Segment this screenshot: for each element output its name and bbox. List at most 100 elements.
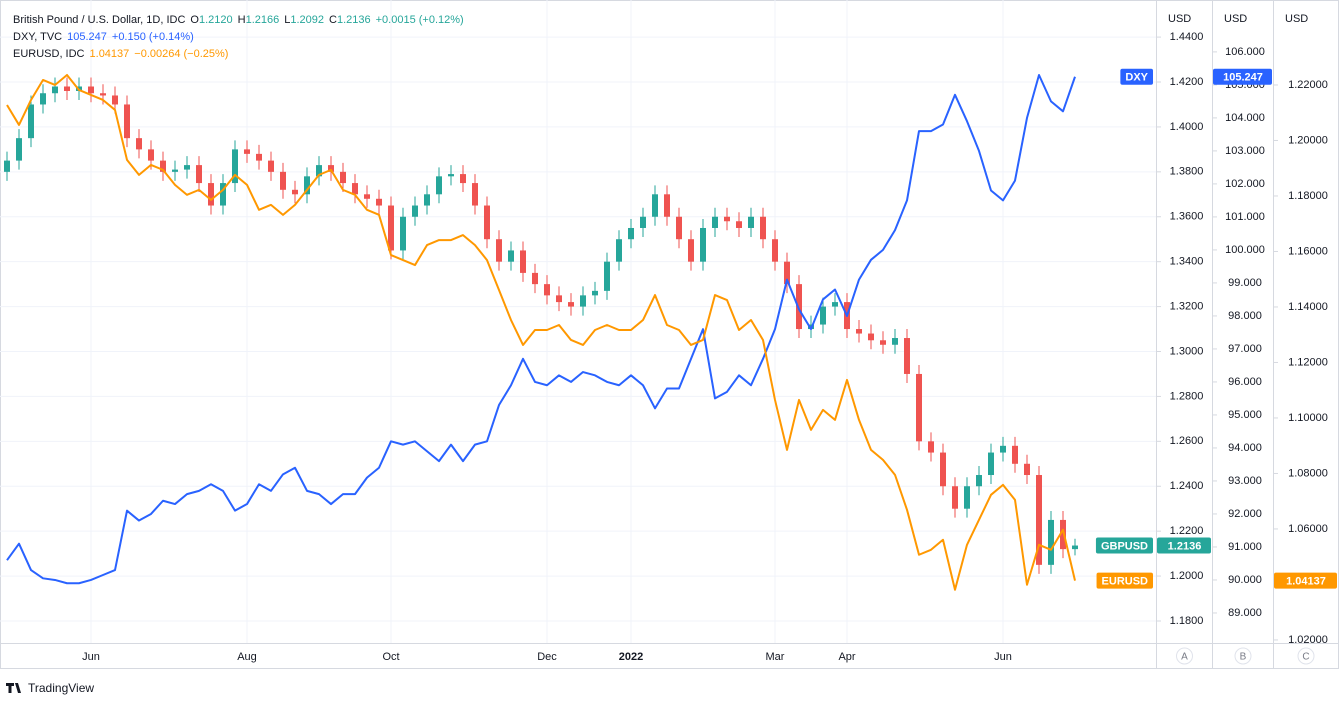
candle-body: [520, 250, 526, 273]
legend-text: C: [329, 14, 337, 26]
candle-body: [676, 216, 682, 240]
candle-body: [928, 441, 934, 453]
candle-body: [868, 333, 874, 341]
axis-name-badge: [1297, 647, 1315, 665]
candle-body: [292, 189, 298, 195]
legend-text: British Pound / U.S. Dollar, 1D, IDC: [13, 14, 185, 26]
candle-body: [1024, 463, 1030, 476]
y-tick-label: 1.20000: [1288, 134, 1328, 146]
name-tag-box: [1120, 68, 1153, 85]
x-tick-label: Dec: [537, 651, 557, 663]
candle-body: [40, 93, 46, 105]
legend-text: 105.247: [67, 31, 107, 43]
y-tick-label: 1.2800: [1170, 390, 1204, 402]
candle-body: [256, 153, 262, 161]
name-tag: EURUSD: [1102, 576, 1149, 588]
legend: British Pound / U.S. Dollar, 1D, IDC O1.2…: [13, 14, 464, 60]
y-tick-label: 1.2200: [1170, 525, 1204, 537]
candle-body: [412, 205, 418, 217]
candle-body: [460, 174, 466, 184]
y-tick-label: 95.000: [1228, 409, 1262, 421]
candle-body: [1048, 519, 1054, 565]
candle-body: [604, 261, 610, 291]
candle-body: [616, 239, 622, 262]
name-tag: DXY: [1125, 72, 1148, 84]
legend-text: DXY, TVC: [13, 31, 62, 43]
y-tick-label: 99.000: [1228, 277, 1262, 289]
candle-body: [316, 165, 322, 177]
x-tick-label: Mar: [766, 651, 785, 663]
legend-text: 1.2120: [199, 14, 233, 26]
candle-body: [64, 86, 70, 91]
candle-body: [196, 165, 202, 184]
candle-body: [232, 149, 238, 184]
candle-body: [1072, 545, 1078, 550]
price-tag-value: 105.247: [1223, 72, 1263, 84]
candle-body: [352, 183, 358, 195]
axis-name: C: [1302, 652, 1309, 663]
candle-body: [724, 216, 730, 222]
brand-logo: TradingView: [6, 681, 94, 695]
y-tick-label: 1.12000: [1288, 356, 1328, 368]
x-tick-label: Aug: [237, 651, 257, 663]
y-tick-label: 1.3800: [1170, 166, 1204, 178]
candle-body: [892, 338, 898, 345]
candle-body: [448, 174, 454, 177]
y-tick-label: 1.2400: [1170, 480, 1204, 492]
candle-body: [796, 284, 802, 330]
candle-body: [748, 216, 754, 228]
candle-body: [1036, 475, 1042, 565]
candle-body: [916, 373, 922, 442]
plot-area: [4, 73, 1078, 591]
candle-body: [112, 95, 118, 105]
candle-body: [304, 176, 310, 195]
candle-body: [760, 216, 766, 240]
candle-body: [88, 86, 94, 94]
y-tick-label: 96.000: [1228, 376, 1262, 388]
axis-name: A: [1181, 652, 1188, 663]
y-tick-label: 97.000: [1228, 343, 1262, 355]
candle-body: [964, 486, 970, 509]
legend-text: +0.0015 (+0.12%): [376, 14, 464, 26]
y-tick-label: 1.02000: [1288, 634, 1328, 646]
x-tick-label: Oct: [382, 651, 399, 663]
frame: [0, 0, 1339, 669]
x-tick-label: 2022: [619, 651, 643, 663]
y-tick-label: 1.1800: [1170, 615, 1204, 627]
candle-body: [328, 165, 334, 172]
candle-body: [136, 138, 142, 150]
y-tick-label: 90.000: [1228, 574, 1262, 586]
candle-body: [736, 221, 742, 228]
axis-unit: USD: [1224, 13, 1247, 25]
y-tick-label: 1.3600: [1170, 211, 1204, 223]
y-tick-label: 92.000: [1228, 508, 1262, 520]
y-tick-label: 1.3400: [1170, 256, 1204, 268]
candle-body: [904, 338, 910, 374]
y-tick-label: 1.14000: [1288, 301, 1328, 313]
candle-body: [184, 165, 190, 170]
legend-line: British Pound / U.S. Dollar, 1D, IDC O1.2…: [13, 14, 464, 26]
candle-body: [940, 452, 946, 487]
y-tick-label: 1.3200: [1170, 300, 1204, 312]
y-tick-label: 1.4200: [1170, 76, 1204, 88]
candle-body: [364, 194, 370, 199]
price-tag-box: [1213, 68, 1272, 85]
logo-icon: [6, 683, 21, 693]
y-tick-label: 101.000: [1225, 211, 1265, 223]
y-tick-label: 1.2000: [1170, 570, 1204, 582]
candle-body: [532, 272, 538, 285]
candle-body: [208, 183, 214, 206]
y-tick-label: 98.000: [1228, 310, 1262, 322]
y-tick-label: 1.08000: [1288, 467, 1328, 479]
candle-body: [712, 216, 718, 228]
candle-body: [424, 194, 430, 206]
y-tick-label: 94.000: [1228, 442, 1262, 454]
legend-text: 1.2136: [337, 14, 371, 26]
legend-text: O: [190, 14, 199, 26]
candle-body: [700, 227, 706, 262]
candle-body: [544, 284, 550, 296]
y-tick-label: 106.000: [1225, 46, 1265, 58]
y-tick-label: 1.18000: [1288, 190, 1328, 202]
